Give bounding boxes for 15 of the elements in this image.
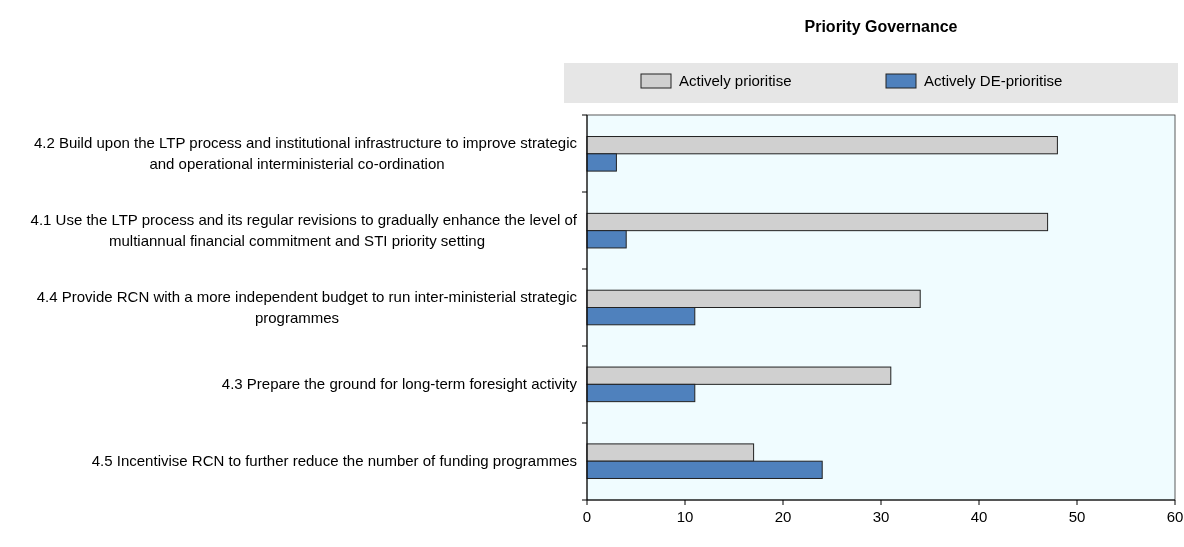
x-tick-label: 40 xyxy=(970,508,988,525)
y-tick-label: 4.5 Incentivise RCN to further reduce the number of funding programmes xyxy=(91,452,577,470)
y-tick-label: 4.1 Use the LTP process and its regular revisions to gradually enhance the level of multiannual financial commitment and STI priority setting xyxy=(30,211,578,250)
x-tick-label: 50 xyxy=(1068,508,1086,525)
x-tick-label: 60 xyxy=(1166,508,1184,525)
x-tick-label: 30 xyxy=(872,508,890,525)
legend-label: Actively DE-prioritise xyxy=(924,72,1063,90)
y-tick-label: 4.2 Build upon the LTP process and institutional infrastructure to improve strategic and operational interministerial co-ordination xyxy=(33,134,578,173)
chart-title: Priority Governance xyxy=(804,18,958,35)
x-tick-label: 20 xyxy=(774,508,792,525)
y-tick-label: 4.3 Prepare the ground for long-term foresight activity xyxy=(221,375,578,393)
legend-label: Actively prioritise xyxy=(679,72,792,90)
x-tick-label: 10 xyxy=(676,508,694,525)
y-tick-label: 4.4 Provide RCN with a more independent budget to run inter-ministerial strategic programmes xyxy=(36,288,578,326)
x-tick-label: 0 xyxy=(582,508,592,525)
